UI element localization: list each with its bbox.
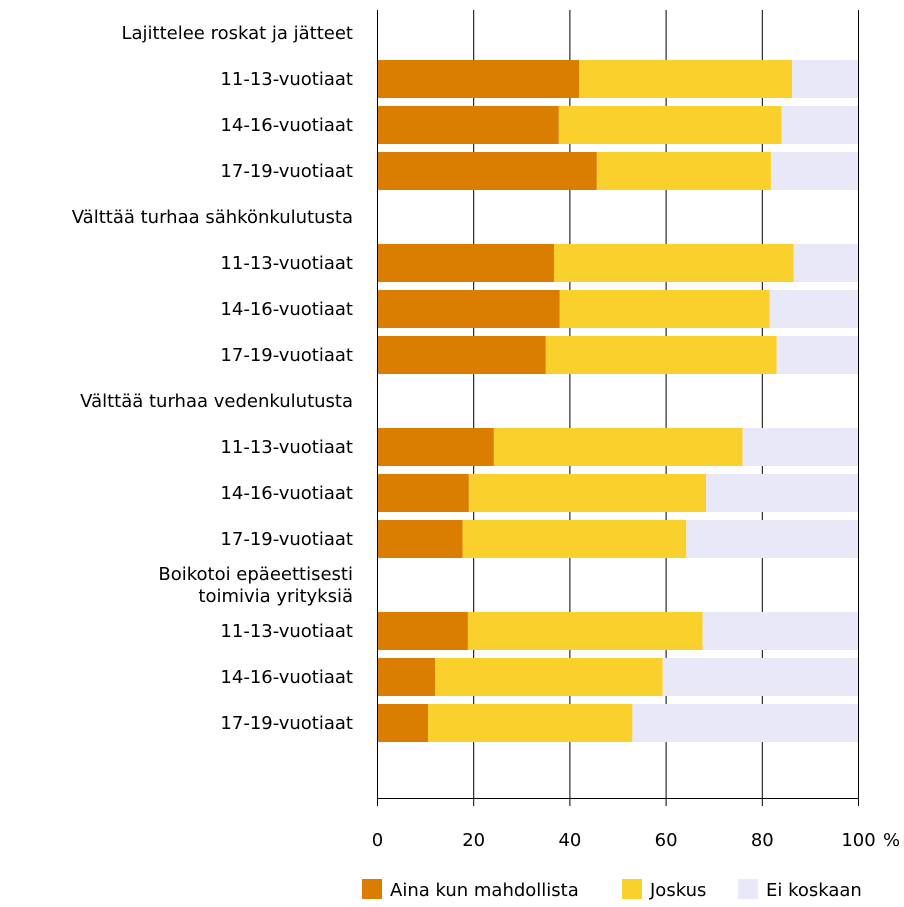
bar-segment-joskus: [554, 244, 794, 282]
bar-segment-aina: [377, 336, 546, 374]
bar-segment-aina: [377, 244, 555, 282]
row-label: 11-13-vuotiaat: [220, 437, 353, 458]
bar-segment-joskus: [427, 704, 633, 742]
bar-segment-joskus: [493, 428, 743, 466]
bar-segment-aina: [377, 520, 463, 558]
bar-segment-aina: [377, 612, 468, 650]
row-label: 11-13-vuotiaat: [220, 621, 353, 642]
bar-segment-ei-koskaan: [662, 658, 858, 696]
bar-segment-joskus: [559, 290, 770, 328]
tick-label-80: 80: [751, 830, 774, 851]
bar-segment-ei-koskaan: [686, 520, 858, 558]
bar-segment-ei-koskaan: [769, 290, 858, 328]
row-label: 14-16-vuotiaat: [220, 667, 353, 688]
bar-segment-aina: [377, 474, 469, 512]
bar-segment-joskus: [467, 612, 703, 650]
bar-segment-ei-koskaan: [742, 428, 858, 466]
axes: [377, 10, 859, 799]
bar-segment-aina: [377, 106, 559, 144]
group-title-3: Boikotoi epäeettisesti toimivia yrityksiä: [158, 564, 353, 607]
group-title-0: Lajittelee roskat ja jätteet: [121, 23, 353, 44]
bar-segment-aina: [377, 658, 436, 696]
bar-segment-aina: [377, 152, 597, 190]
bars: [377, 60, 858, 742]
legend-swatch-0: [362, 879, 382, 899]
row-label: 17-19-vuotiaat: [220, 161, 353, 182]
bar-segment-joskus: [558, 106, 782, 144]
group-title-line: Boikotoi epäeettisesti: [158, 564, 353, 585]
bar-segment-ei-koskaan: [776, 336, 858, 374]
bar-segment-joskus: [579, 60, 793, 98]
bar-segment-ei-koskaan: [770, 152, 858, 190]
row-label: 14-16-vuotiaat: [220, 299, 353, 320]
row-label: 17-19-vuotiaat: [220, 345, 353, 366]
legend-label-2: Ei koskaan: [766, 880, 862, 901]
bar-segment-joskus: [468, 474, 707, 512]
row-label: 14-16-vuotiaat: [220, 483, 353, 504]
group-title-2: Välttää turhaa vedenkulutusta: [80, 391, 353, 412]
bar-segment-aina: [377, 290, 560, 328]
row-label: 14-16-vuotiaat: [220, 115, 353, 136]
row-label: 17-19-vuotiaat: [220, 713, 353, 734]
row-label: 11-13-vuotiaat: [220, 69, 353, 90]
tick-label-40: 40: [558, 830, 581, 851]
legend-label-1: Joskus: [649, 880, 706, 901]
legend: Aina kun mahdollista Joskus Ei koskaan: [362, 879, 862, 901]
bar-segment-aina: [377, 428, 494, 466]
group-title-1: Välttää turhaa sähkönkulutusta: [72, 207, 353, 228]
bar-segment-joskus: [462, 520, 687, 558]
x-ticks: 0 20 40 60 80 100%: [372, 798, 900, 851]
bar-segment-ei-koskaan: [706, 474, 858, 512]
tick-label-100: 100: [841, 830, 875, 851]
group-title-line: toimivia yrityksiä: [198, 586, 353, 607]
bar-segment-aina: [377, 704, 428, 742]
bar-segment-joskus: [596, 152, 771, 190]
bar-segment-ei-koskaan: [632, 704, 858, 742]
bar-segment-joskus: [435, 658, 663, 696]
tick-label-0: 0: [372, 830, 383, 851]
bar-segment-joskus: [545, 336, 777, 374]
legend-swatch-1: [622, 879, 642, 899]
legend-label-0: Aina kun mahdollista: [390, 880, 579, 901]
bar-segment-ei-koskaan: [793, 244, 858, 282]
bar-segment-ei-koskaan: [792, 60, 858, 98]
x-unit-label: %: [883, 830, 900, 851]
legend-swatch-2: [738, 879, 758, 899]
tick-label-60: 60: [655, 830, 678, 851]
category-labels: Lajittelee roskat ja jätteet 11-13-vuotia…: [72, 23, 353, 734]
bar-segment-ei-koskaan: [702, 612, 858, 650]
row-label: 11-13-vuotiaat: [220, 253, 353, 274]
bar-segment-ei-koskaan: [781, 106, 858, 144]
bar-segment-aina: [377, 60, 580, 98]
row-label: 17-19-vuotiaat: [220, 529, 353, 550]
tick-label-20: 20: [462, 830, 485, 851]
